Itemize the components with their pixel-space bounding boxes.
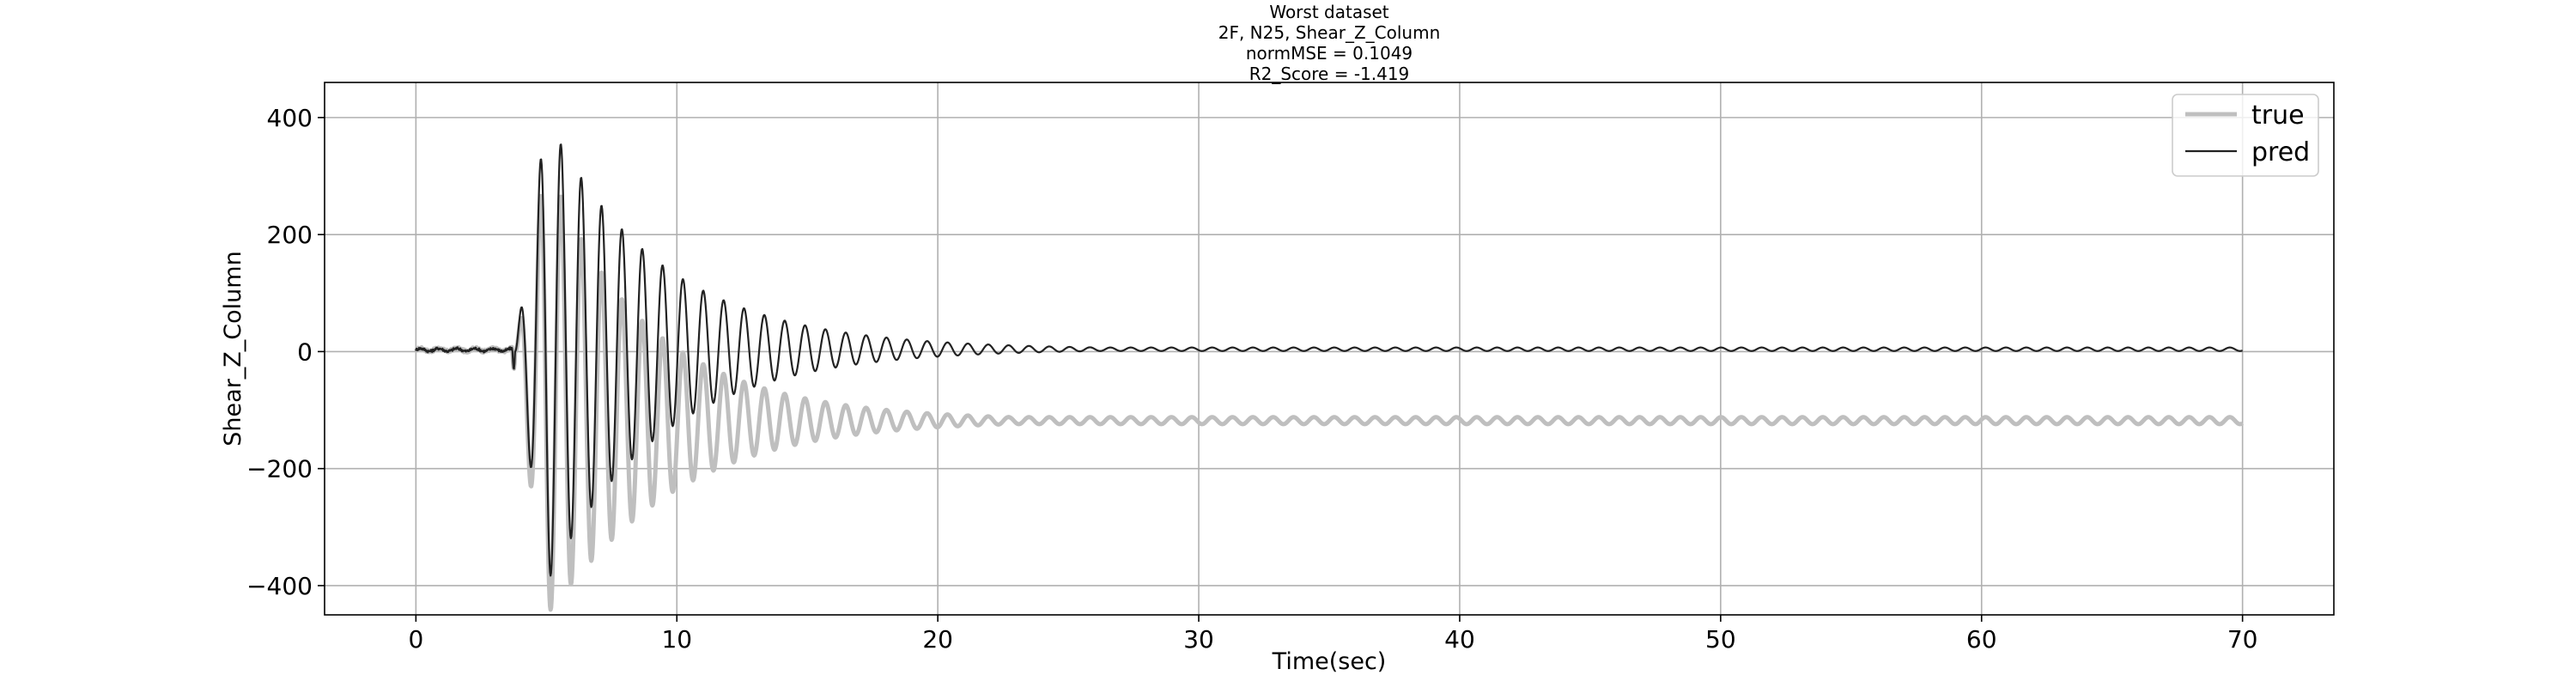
y-axis: −400 −200 0 200 400 (246, 104, 325, 600)
y-axis-label: Shear_Z_Column (220, 251, 246, 446)
x-tick-label: 60 (1966, 625, 1997, 654)
plot-area (414, 143, 2245, 612)
title-line-2: 2F, N25, Shear_Z_Column (1218, 22, 1441, 43)
series-line-true (414, 193, 2245, 612)
x-axis-label: Time(sec) (1272, 648, 1387, 675)
x-tick-label: 0 (408, 625, 423, 654)
x-axis: 0 10 20 30 40 50 60 70 (408, 615, 2257, 654)
legend: true pred (2172, 94, 2319, 177)
y-tick-label: 200 (267, 221, 313, 249)
x-tick-label: 40 (1444, 625, 1475, 654)
y-tick-label: −400 (246, 572, 313, 600)
y-tick-label: 0 (297, 337, 313, 366)
x-tick-label: 20 (922, 625, 953, 654)
y-tick-label: 400 (267, 104, 313, 132)
title-line-3: normMSE = 0.1049 (1246, 43, 1413, 64)
series-line-pred (415, 143, 2244, 577)
x-tick-label: 70 (2227, 625, 2258, 654)
x-tick-label: 30 (1183, 625, 1214, 654)
x-tick-label: 10 (661, 625, 692, 654)
title-line-4: R2_Score = -1.419 (1249, 64, 1410, 84)
y-tick-label: −200 (246, 455, 313, 483)
x-tick-label: 50 (1705, 625, 1736, 654)
axes-frame (324, 82, 2335, 616)
title-line-1: Worst dataset (1269, 2, 1388, 22)
legend-label-true: true (2251, 100, 2305, 131)
legend-label-pred: pred (2251, 137, 2310, 167)
